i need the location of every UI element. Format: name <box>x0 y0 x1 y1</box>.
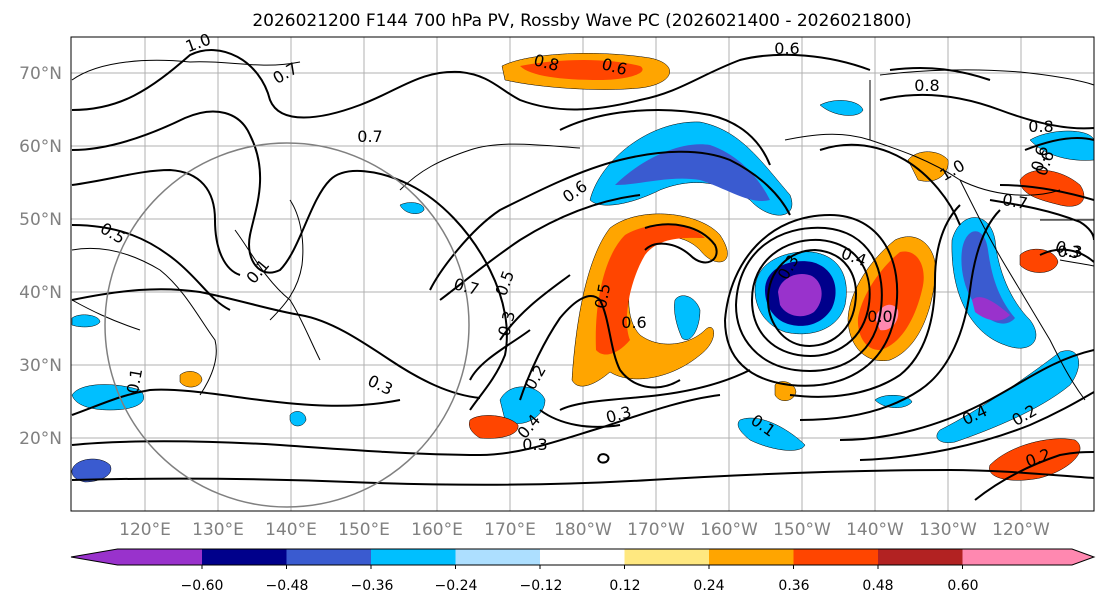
anomaly-shading <box>71 53 1094 483</box>
colorbar-swatch <box>71 549 202 565</box>
colorbar-swatch <box>286 549 372 565</box>
colorbar-swatch <box>962 549 1094 565</box>
colorbar-outline <box>70 548 1096 566</box>
lat-tick-label: 70°N <box>19 64 62 84</box>
contour-label: 0.0 <box>867 307 892 326</box>
map-panel: 1.0 0.7 0.7 0.5 0.1 0.7 0.5 0.3 0.3 0.3 … <box>70 30 1095 512</box>
neg-anomaly-small-2 <box>819 100 864 116</box>
contour-label: 0.3 <box>1057 242 1082 261</box>
colorbar: −0.60 −0.48 −0.36 −0.24 −0.12 0.12 0.24 … <box>70 548 1096 594</box>
lat-tick-label: 60°N <box>19 137 62 157</box>
neg-anomaly-small-6 <box>71 314 101 328</box>
pos-anomaly-se-corner <box>989 438 1081 481</box>
colorbar-tick-label: −0.24 <box>435 578 478 594</box>
colorbar-swatch <box>540 549 625 565</box>
contour-label: 0.6 <box>621 313 646 332</box>
colorbar-tick-label: 0.60 <box>947 578 978 594</box>
pos-anomaly-bc <box>1019 170 1085 207</box>
pos-anomaly-gulf-alaska-core <box>857 251 924 350</box>
neg-anomaly-low-center-core <box>778 273 822 317</box>
pos-anomaly-arctic-core <box>520 60 643 80</box>
map-frame <box>70 36 1095 512</box>
neg-anomaly-west-coast-peak <box>972 297 1010 321</box>
colorbar-tick-label: −0.36 <box>351 578 394 594</box>
colorbar-tick-label: −0.60 <box>181 578 224 594</box>
colorbar-swatches <box>70 548 1096 566</box>
colorbar-swatch <box>371 549 456 565</box>
lon-tick-label: 140°E <box>265 520 317 540</box>
contour-label: 0.7 <box>357 127 382 146</box>
colorbar-swatch <box>793 549 879 565</box>
lat-tick-label: 50°N <box>19 210 62 230</box>
contour-label: 0.3 <box>522 435 547 454</box>
range-circle <box>104 142 470 508</box>
colorbar-tick-label: 0.12 <box>609 578 640 594</box>
colorbar-tick-label: 0.48 <box>862 578 893 594</box>
pv-contours <box>71 49 1094 501</box>
colorbar-swatch <box>878 549 963 565</box>
figure-title: 2026021200 F144 700 hPa PV, Rossby Wave … <box>252 11 911 31</box>
lon-tick-label: 130°E <box>192 520 244 540</box>
lat-tick-label: 20°N <box>19 429 62 449</box>
colorbar-swatch <box>709 549 794 565</box>
pos-anomaly-southern-alaska <box>907 151 949 182</box>
colorbar-swatch <box>202 549 287 565</box>
neg-anomaly-small-7 <box>289 411 307 427</box>
contour-label: 0.8 <box>914 76 939 95</box>
lon-axis: 120°E 130°E 140°E 150°E 160°E 170°E 180°… <box>119 520 1050 540</box>
lon-tick-label: 160°E <box>411 520 463 540</box>
lon-tick-label: 170°W <box>627 520 685 540</box>
lon-tick-label: 160°W <box>700 520 758 540</box>
colorbar-tick-label: −0.12 <box>520 578 563 594</box>
contour-label: 0.8 <box>1028 117 1053 136</box>
pos-anomaly-small-4 <box>1019 248 1059 273</box>
neg-anomaly-north-pacific-core <box>615 144 770 201</box>
colorbar-tick-label: 0.36 <box>778 578 809 594</box>
pos-anomaly-small-1 <box>469 415 519 439</box>
colorbar-tick-label: −0.48 <box>266 578 309 594</box>
pos-anomaly-dateline-core <box>595 224 705 355</box>
colorbar-ticks <box>201 565 963 569</box>
lat-tick-label: 30°N <box>19 356 62 376</box>
lon-tick-label: 150°E <box>338 520 390 540</box>
lon-tick-label: 140°W <box>846 520 904 540</box>
lon-tick-label: 120°E <box>119 520 171 540</box>
lon-tick-label: 130°W <box>919 520 977 540</box>
lon-tick-label: 150°W <box>773 520 831 540</box>
colorbar-swatch <box>455 549 541 565</box>
contour-label: 0.6 <box>774 39 799 58</box>
coastlines <box>71 59 1094 401</box>
lon-tick-label: 170°E <box>484 520 536 540</box>
lon-tick-label: 120°W <box>992 520 1050 540</box>
contour-label: 0.1 <box>123 367 146 395</box>
neg-anomaly-west-pacific-1 <box>71 384 144 411</box>
pos-anomaly-small-2 <box>179 371 203 388</box>
neg-anomaly-west-pacific-2 <box>71 458 112 483</box>
colorbar-swatch <box>624 549 710 565</box>
lat-axis: 70°N 60°N 50°N 40°N 30°N 20°N <box>19 64 62 449</box>
contour-label: 0.5 <box>591 282 614 310</box>
neg-anomaly-small-1 <box>399 202 425 214</box>
lon-tick-label: 180°W <box>554 520 612 540</box>
lat-tick-label: 40°N <box>19 283 62 303</box>
neg-anomaly-small-5 <box>674 295 701 340</box>
neg-anomaly-small-3 <box>737 417 806 451</box>
contour-label: 0.7 <box>1001 190 1029 213</box>
colorbar-tick-label: 0.24 <box>693 578 724 594</box>
